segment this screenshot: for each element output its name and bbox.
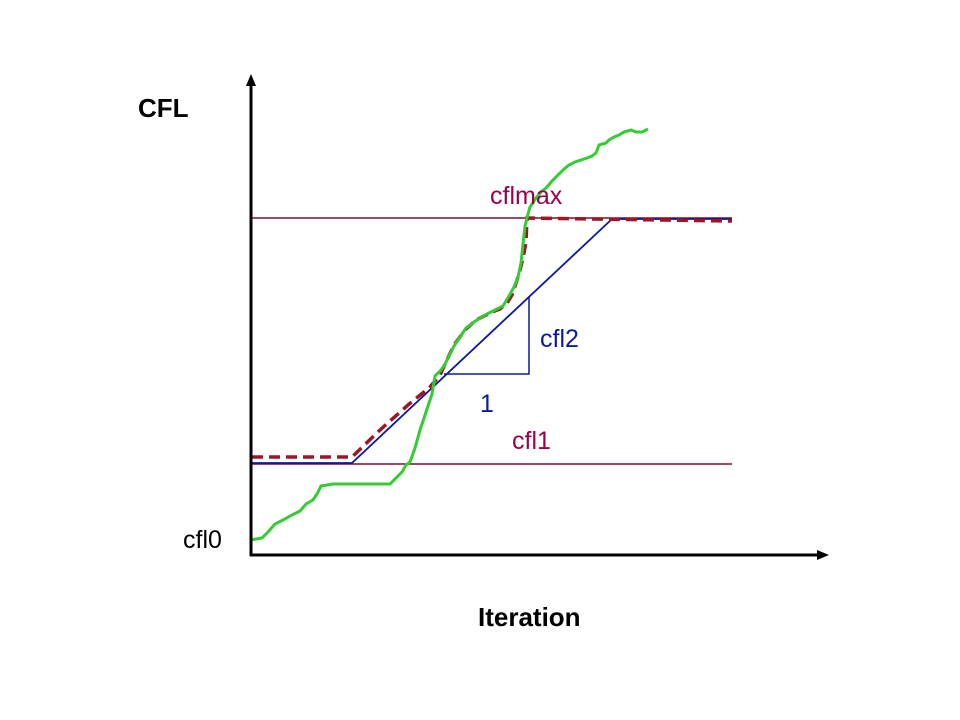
cfl2-label: cfl2: [540, 325, 579, 353]
y-axis-title: CFL: [138, 93, 189, 123]
slope-triangle: [444, 297, 530, 375]
x-axis-title: Iteration: [478, 602, 581, 632]
x-axis-arrowhead: [817, 550, 829, 560]
cflmax-label: cflmax: [490, 182, 563, 210]
cfl0-label: cfl0: [183, 526, 222, 554]
y-axis-arrowhead: [246, 74, 256, 86]
slope-run-label: 1: [480, 390, 494, 418]
noisy-cfl-curve: [249, 127, 649, 542]
cfl1-label: cfl1: [512, 427, 551, 455]
actual-cfl-dashed-line: [252, 216, 733, 459]
ramp-schedule-line: [252, 218, 732, 464]
